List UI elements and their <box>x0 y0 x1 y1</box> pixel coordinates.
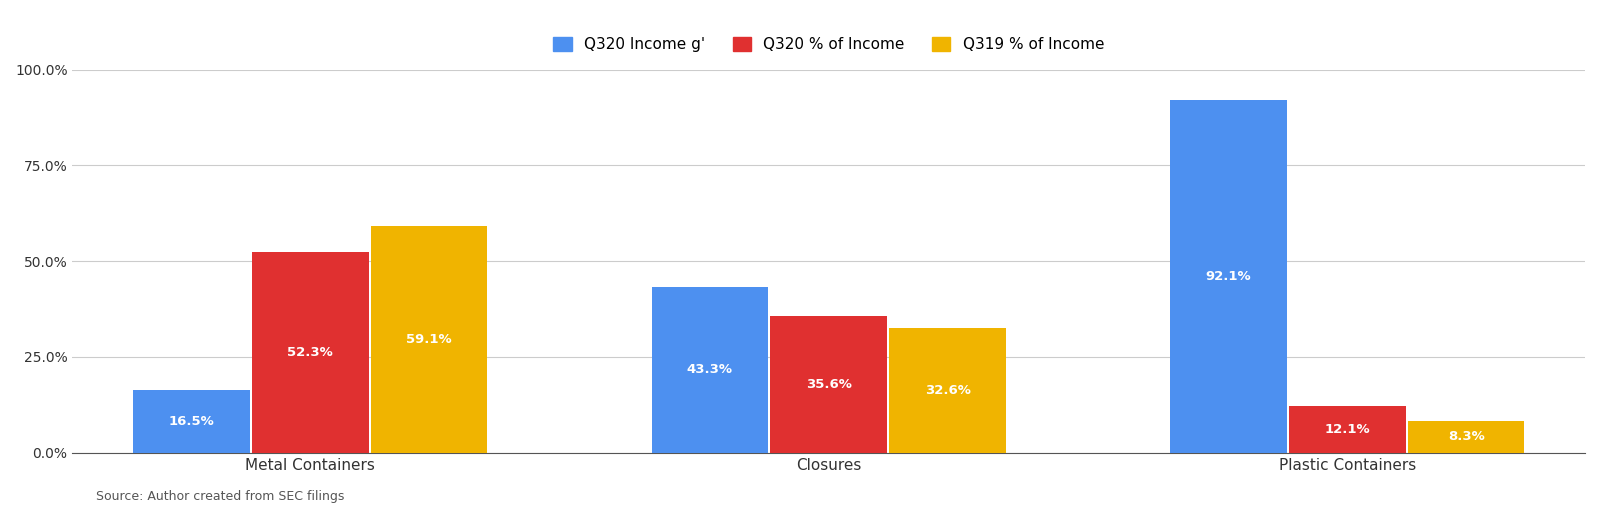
Text: Source: Author created from SEC filings: Source: Author created from SEC filings <box>96 490 344 503</box>
Bar <box>1408 421 1525 453</box>
Text: 8.3%: 8.3% <box>1448 430 1485 443</box>
Bar <box>771 316 886 453</box>
Text: 59.1%: 59.1% <box>406 333 451 346</box>
Bar <box>890 328 1006 453</box>
Text: 12.1%: 12.1% <box>1325 423 1370 436</box>
Text: 52.3%: 52.3% <box>288 346 333 359</box>
Text: 35.6%: 35.6% <box>806 378 851 391</box>
Bar <box>251 252 368 453</box>
Legend: Q320 Income g', Q320 % of Income, Q319 % of Income: Q320 Income g', Q320 % of Income, Q319 %… <box>547 31 1110 58</box>
Bar <box>1290 406 1406 453</box>
Bar <box>1170 100 1286 453</box>
Text: 92.1%: 92.1% <box>1206 270 1251 283</box>
Bar <box>371 226 488 453</box>
Bar <box>133 390 250 453</box>
Text: 16.5%: 16.5% <box>168 415 214 428</box>
Text: 32.6%: 32.6% <box>925 384 971 397</box>
Text: 43.3%: 43.3% <box>686 363 733 376</box>
Bar <box>651 287 768 453</box>
